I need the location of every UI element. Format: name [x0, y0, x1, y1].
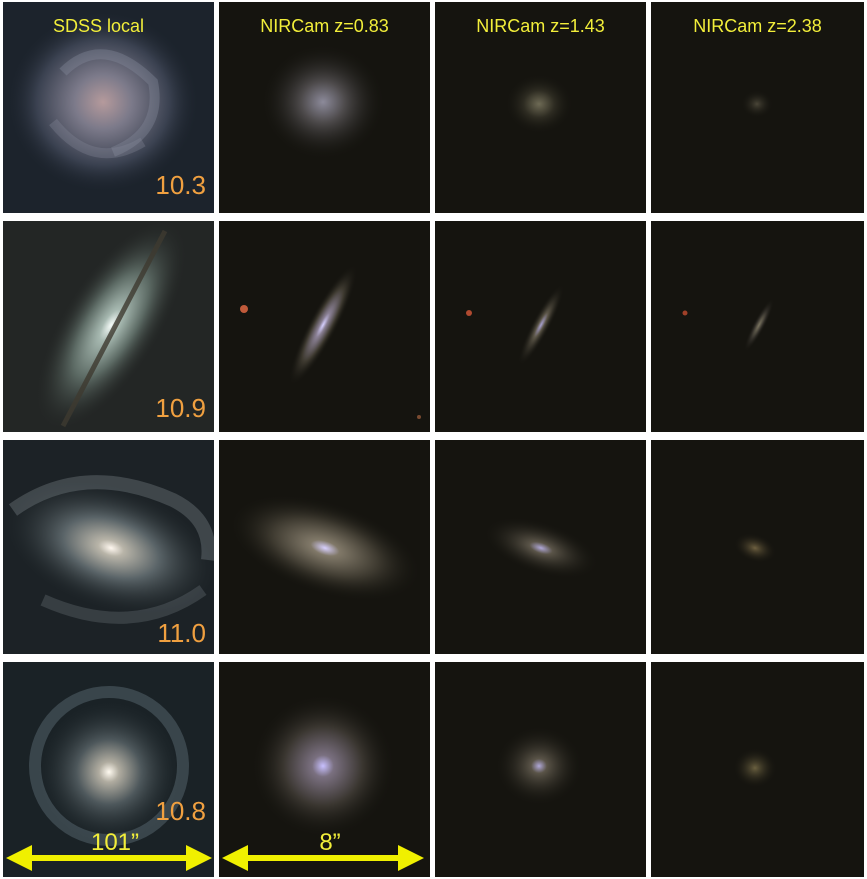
panel-r2-z083 [219, 221, 430, 432]
panel-r1-z143: NIRCam z=1.43 [435, 2, 646, 213]
galaxy-image [505, 74, 573, 134]
panel-r3-z238 [651, 440, 864, 654]
galaxy-image [495, 726, 583, 806]
scale-bar-arrow-sdss [6, 845, 212, 871]
galaxy-image [228, 494, 422, 602]
panel-r1-sdss: SDSS local 10.3 [3, 2, 214, 213]
galaxy-image [733, 748, 777, 788]
galaxy-image [3, 221, 214, 432]
galaxy-image [682, 298, 775, 352]
panel-r3-sdss: 11.0 [3, 440, 214, 654]
panel-r2-z238 [651, 221, 864, 432]
panel-r1-z238: NIRCam z=2.38 [651, 2, 864, 213]
column-label-sdss: SDSS local [52, 16, 145, 36]
galaxy-image [741, 90, 773, 118]
panel-r2-z143 [435, 221, 646, 432]
galaxy-image [466, 284, 565, 366]
scale-bar-label-nircam: 8” [319, 829, 341, 856]
galaxy-image [251, 694, 395, 838]
column-label-z238: NIRCam z=2.38 [693, 16, 822, 36]
galaxy-image [3, 2, 214, 213]
scale-bar-label-sdss: 101” [90, 829, 140, 856]
panel-r4-sdss: 10.8 [3, 662, 214, 877]
panel-r2-sdss: 10.9 [3, 221, 214, 432]
stellar-mass-label: 10.8 [155, 796, 206, 826]
column-label-z143: NIRCam z=1.43 [476, 16, 605, 36]
galaxy-image [483, 517, 599, 579]
galaxy-image [261, 44, 385, 160]
panel-r3-z083 [219, 440, 430, 654]
scale-bar-arrow-nircam [222, 845, 424, 871]
galaxy-image [3, 440, 214, 654]
panel-r4-z143 [435, 662, 646, 877]
panel-r4-z238 [651, 662, 864, 877]
stellar-mass-label: 11.0 [157, 618, 206, 648]
column-label-z083: NIRCam z=0.83 [260, 16, 389, 36]
panel-r1-z083: NIRCam z=0.83 [219, 2, 430, 213]
galaxy-image [240, 264, 421, 419]
panel-r3-z143 [435, 440, 646, 654]
galaxy-image [3, 662, 214, 877]
stellar-mass-label: 10.3 [155, 170, 206, 200]
panel-r4-z083 [219, 662, 430, 877]
stellar-mass-label: 10.9 [155, 393, 206, 423]
galaxy-image [733, 533, 777, 563]
